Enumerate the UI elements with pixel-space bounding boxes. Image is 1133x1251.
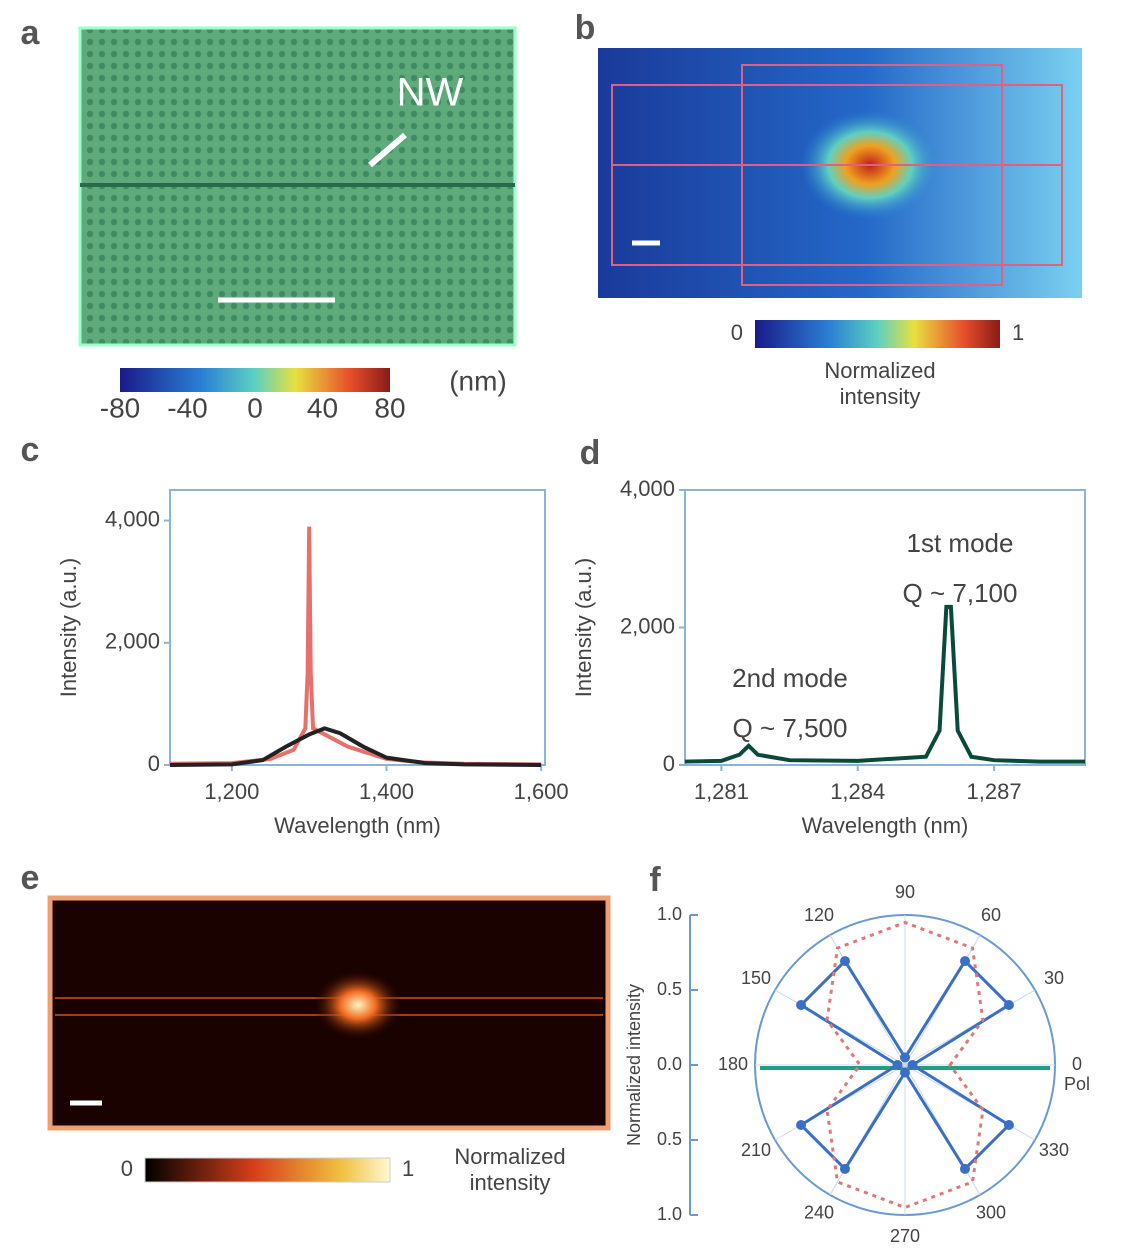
spectrum-line [169, 526, 542, 767]
x-tick-label: 1,281 [694, 779, 749, 804]
panel-label: c [21, 431, 40, 469]
colorbar-title: Normalized [454, 1144, 565, 1169]
r-tick-label: 1.0 [657, 1204, 682, 1224]
colorbar-tick-label: 40 [307, 392, 338, 423]
theta-tick-label: 0 [1072, 1054, 1082, 1074]
colorbar-unit: (nm) [449, 365, 507, 396]
annotation: Q ~ 7,100 [903, 578, 1018, 608]
spectrum-line [169, 726, 542, 767]
y-tick-label: 2,000 [105, 629, 160, 654]
polar-point [796, 1000, 807, 1010]
colorbar-tick-label: 1 [402, 1156, 414, 1181]
x-tick-label: 1,287 [967, 779, 1022, 804]
annotation: 2nd mode [732, 663, 848, 693]
r-tick-label: 1.0 [657, 904, 682, 924]
hot-spot [313, 970, 403, 1040]
annotation: 1st mode [907, 528, 1014, 558]
x-tick-label: 1,200 [204, 779, 259, 804]
x-tick-label: 1,400 [359, 779, 414, 804]
x-tick-label: 1,600 [514, 779, 569, 804]
theta-tick-label: 60 [981, 905, 1001, 925]
colorbar-title: intensity [840, 384, 921, 409]
theta-tick-label: 240 [804, 1203, 834, 1223]
y-axis-label: Intensity (a.u.) [571, 558, 596, 697]
polar-line [825, 920, 985, 1210]
polar-point [907, 1060, 918, 1070]
colorbar-tick-label: 0 [121, 1156, 133, 1181]
polar-point [960, 1163, 970, 1174]
polar-point [892, 1060, 903, 1070]
colorbar-title: intensity [470, 1170, 551, 1195]
annotation: Pol [1064, 1074, 1090, 1094]
panel-label: a [21, 14, 41, 52]
panel-label: d [580, 434, 601, 472]
polar-point [1003, 1000, 1014, 1010]
y-tick-label: 2,000 [620, 613, 675, 638]
polar-point [796, 1120, 807, 1130]
colorbar-title: Normalized [824, 358, 935, 383]
colorbar-tick-label: 0 [247, 392, 263, 423]
theta-tick-label: 300 [976, 1203, 1006, 1223]
polar-point [840, 1163, 850, 1174]
r-tick-label: 0.0 [657, 1054, 682, 1074]
polar-point [1003, 1120, 1014, 1130]
theta-tick-label: 210 [741, 1140, 771, 1160]
plot-frame [169, 489, 546, 766]
outline [741, 64, 1003, 286]
r-tick-label: 0.5 [657, 979, 682, 999]
colorbar [755, 320, 1000, 348]
x-axis-label: Wavelength (nm) [802, 813, 969, 838]
panel-label: b [575, 9, 596, 47]
colorbar-tick-label: 0 [731, 320, 743, 345]
colorbar-tick-label: -40 [167, 392, 207, 423]
r-axis-label: Normalized intensity [624, 984, 644, 1146]
y-tick-label: 0 [663, 751, 675, 776]
x-tick-label: 1,284 [830, 779, 885, 804]
theta-tick-label: 330 [1039, 1140, 1069, 1160]
annotation: Q ~ 7,500 [733, 713, 848, 743]
polar-point [900, 1052, 910, 1063]
annotation: NW [397, 71, 464, 115]
colorbar-tick-label: 1 [1012, 320, 1024, 345]
polar-point [960, 956, 970, 967]
y-tick-label: 4,000 [105, 506, 160, 531]
x-axis-label: Wavelength (nm) [274, 813, 441, 838]
outline [611, 84, 1063, 266]
theta-tick-label: 270 [890, 1226, 920, 1246]
spectrum-line [684, 604, 1085, 764]
theta-tick-label: 180 [718, 1054, 748, 1074]
theta-tick-label: 90 [895, 882, 915, 902]
y-tick-label: 0 [148, 751, 160, 776]
theta-tick-label: 120 [804, 905, 834, 925]
colorbar [144, 1157, 391, 1183]
colorbar-tick-label: 80 [374, 392, 405, 423]
y-tick-label: 4,000 [620, 476, 675, 501]
panel-label: f [649, 861, 661, 899]
y-axis-label: Intensity (a.u.) [56, 558, 81, 697]
theta-tick-label: 30 [1044, 968, 1064, 988]
panel-label: e [21, 859, 40, 897]
theta-tick-label: 150 [741, 968, 771, 988]
arrow [368, 132, 407, 168]
colorbar [120, 368, 390, 392]
colorbar-tick-label: -80 [100, 392, 140, 423]
polar-point [840, 956, 850, 967]
polar-point [900, 1067, 910, 1078]
r-tick-label: 0.5 [657, 1129, 682, 1149]
